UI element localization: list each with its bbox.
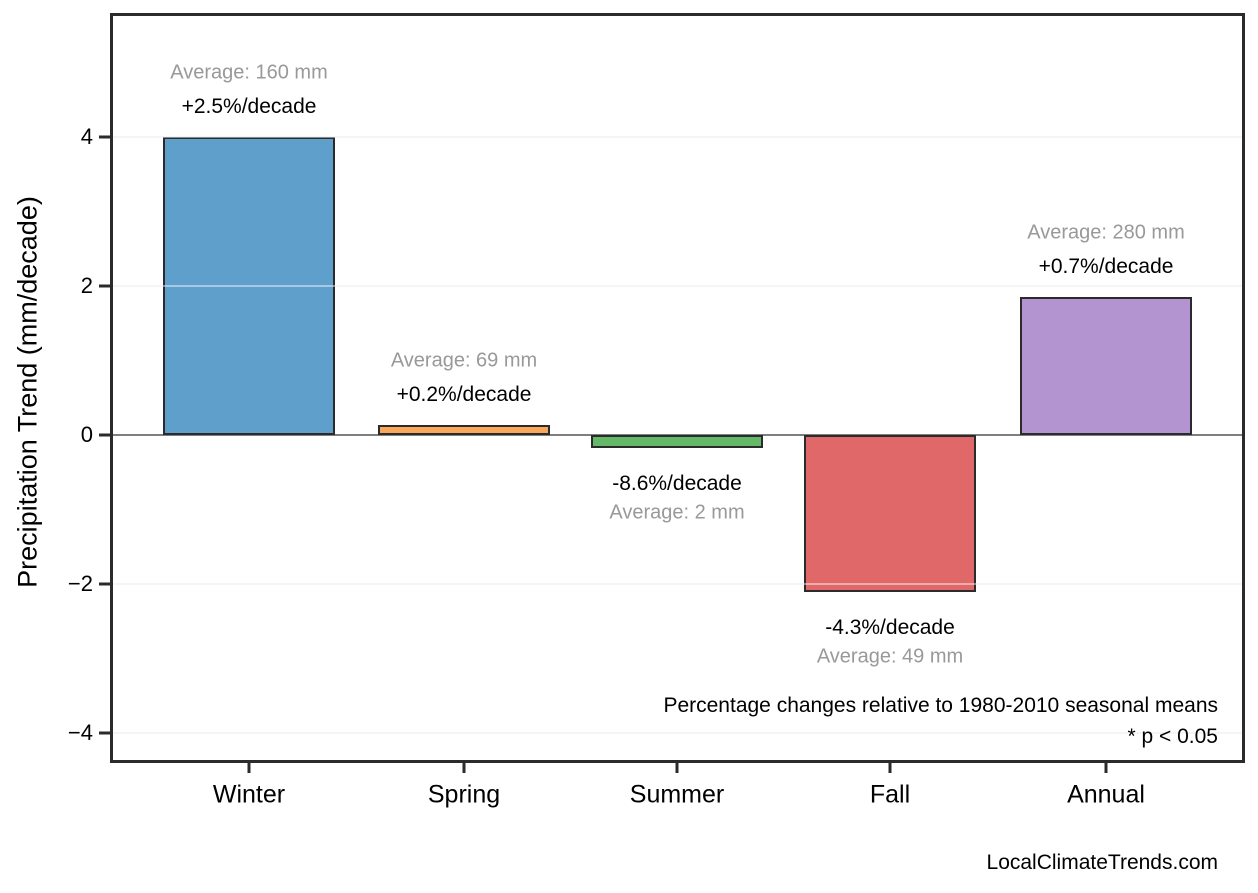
gridline-highlight <box>113 136 1242 138</box>
x-tick-mark <box>462 763 466 773</box>
pct-label-spring: +0.2%/decade <box>396 382 532 406</box>
gridline <box>113 136 1242 138</box>
pct-label-fall: -4.3%/decade <box>825 616 955 640</box>
bar-spring <box>378 424 550 435</box>
pct-label-summer: -8.6%/decade <box>612 471 742 495</box>
y-tick-mark <box>99 284 110 288</box>
x-tick-label-summer: Summer <box>629 780 725 809</box>
y-tick-mark <box>99 582 110 586</box>
y-tick-mark <box>99 731 110 735</box>
x-tick-mark <box>247 763 251 773</box>
gridline <box>113 285 1242 287</box>
gridline-highlight <box>113 732 1242 734</box>
pct-label-annual: +0.7%/decade <box>1038 255 1174 279</box>
avg-label-summer: Average: 2 mm <box>609 501 745 524</box>
gridline <box>113 732 1242 734</box>
bar-fall <box>804 435 976 593</box>
x-tick-label-annual: Annual <box>1067 780 1145 809</box>
y-tick-label: −4 <box>67 720 93 745</box>
footnote-line-1: Percentage changes relative to 1980-2010… <box>663 694 1218 717</box>
footnotes: Percentage changes relative to 1980-2010… <box>663 690 1218 752</box>
x-tick-label-spring: Spring <box>427 780 501 809</box>
x-tick-label-winter: Winter <box>212 780 286 809</box>
gridline-highlight <box>113 285 1242 287</box>
website-credit: LocalClimateTrends.com <box>986 851 1218 874</box>
avg-label-fall: Average: 49 mm <box>816 645 964 668</box>
footnote-line-2: * p < 0.05 <box>1127 725 1219 748</box>
avg-label-spring: Average: 69 mm <box>390 349 538 372</box>
x-tick-mark <box>1104 763 1108 773</box>
y-tick-label: 2 <box>80 273 93 298</box>
y-tick-label: 4 <box>80 124 93 149</box>
x-tick-mark <box>888 763 892 773</box>
plot-frame <box>110 13 1245 763</box>
y-tick-label: 0 <box>80 422 93 447</box>
y-tick-label: −2 <box>67 571 93 596</box>
pct-label-winter: +2.5%/decade <box>181 95 317 118</box>
x-tick-label-fall: Fall <box>869 780 911 809</box>
gridline <box>113 583 1242 585</box>
y-tick-mark <box>99 135 110 139</box>
bar-summer <box>591 435 763 448</box>
bar-winter <box>163 137 335 435</box>
y-tick-mark <box>99 433 110 437</box>
avg-label-winter: Average: 160 mm <box>170 61 328 84</box>
y-axis-title: Precipitation Trend (mm/decade) <box>12 196 43 588</box>
gridline-highlight <box>113 583 1242 585</box>
bar-annual <box>1020 297 1192 435</box>
avg-label-annual: Average: 280 mm <box>1027 221 1185 244</box>
x-tick-mark <box>675 763 679 773</box>
